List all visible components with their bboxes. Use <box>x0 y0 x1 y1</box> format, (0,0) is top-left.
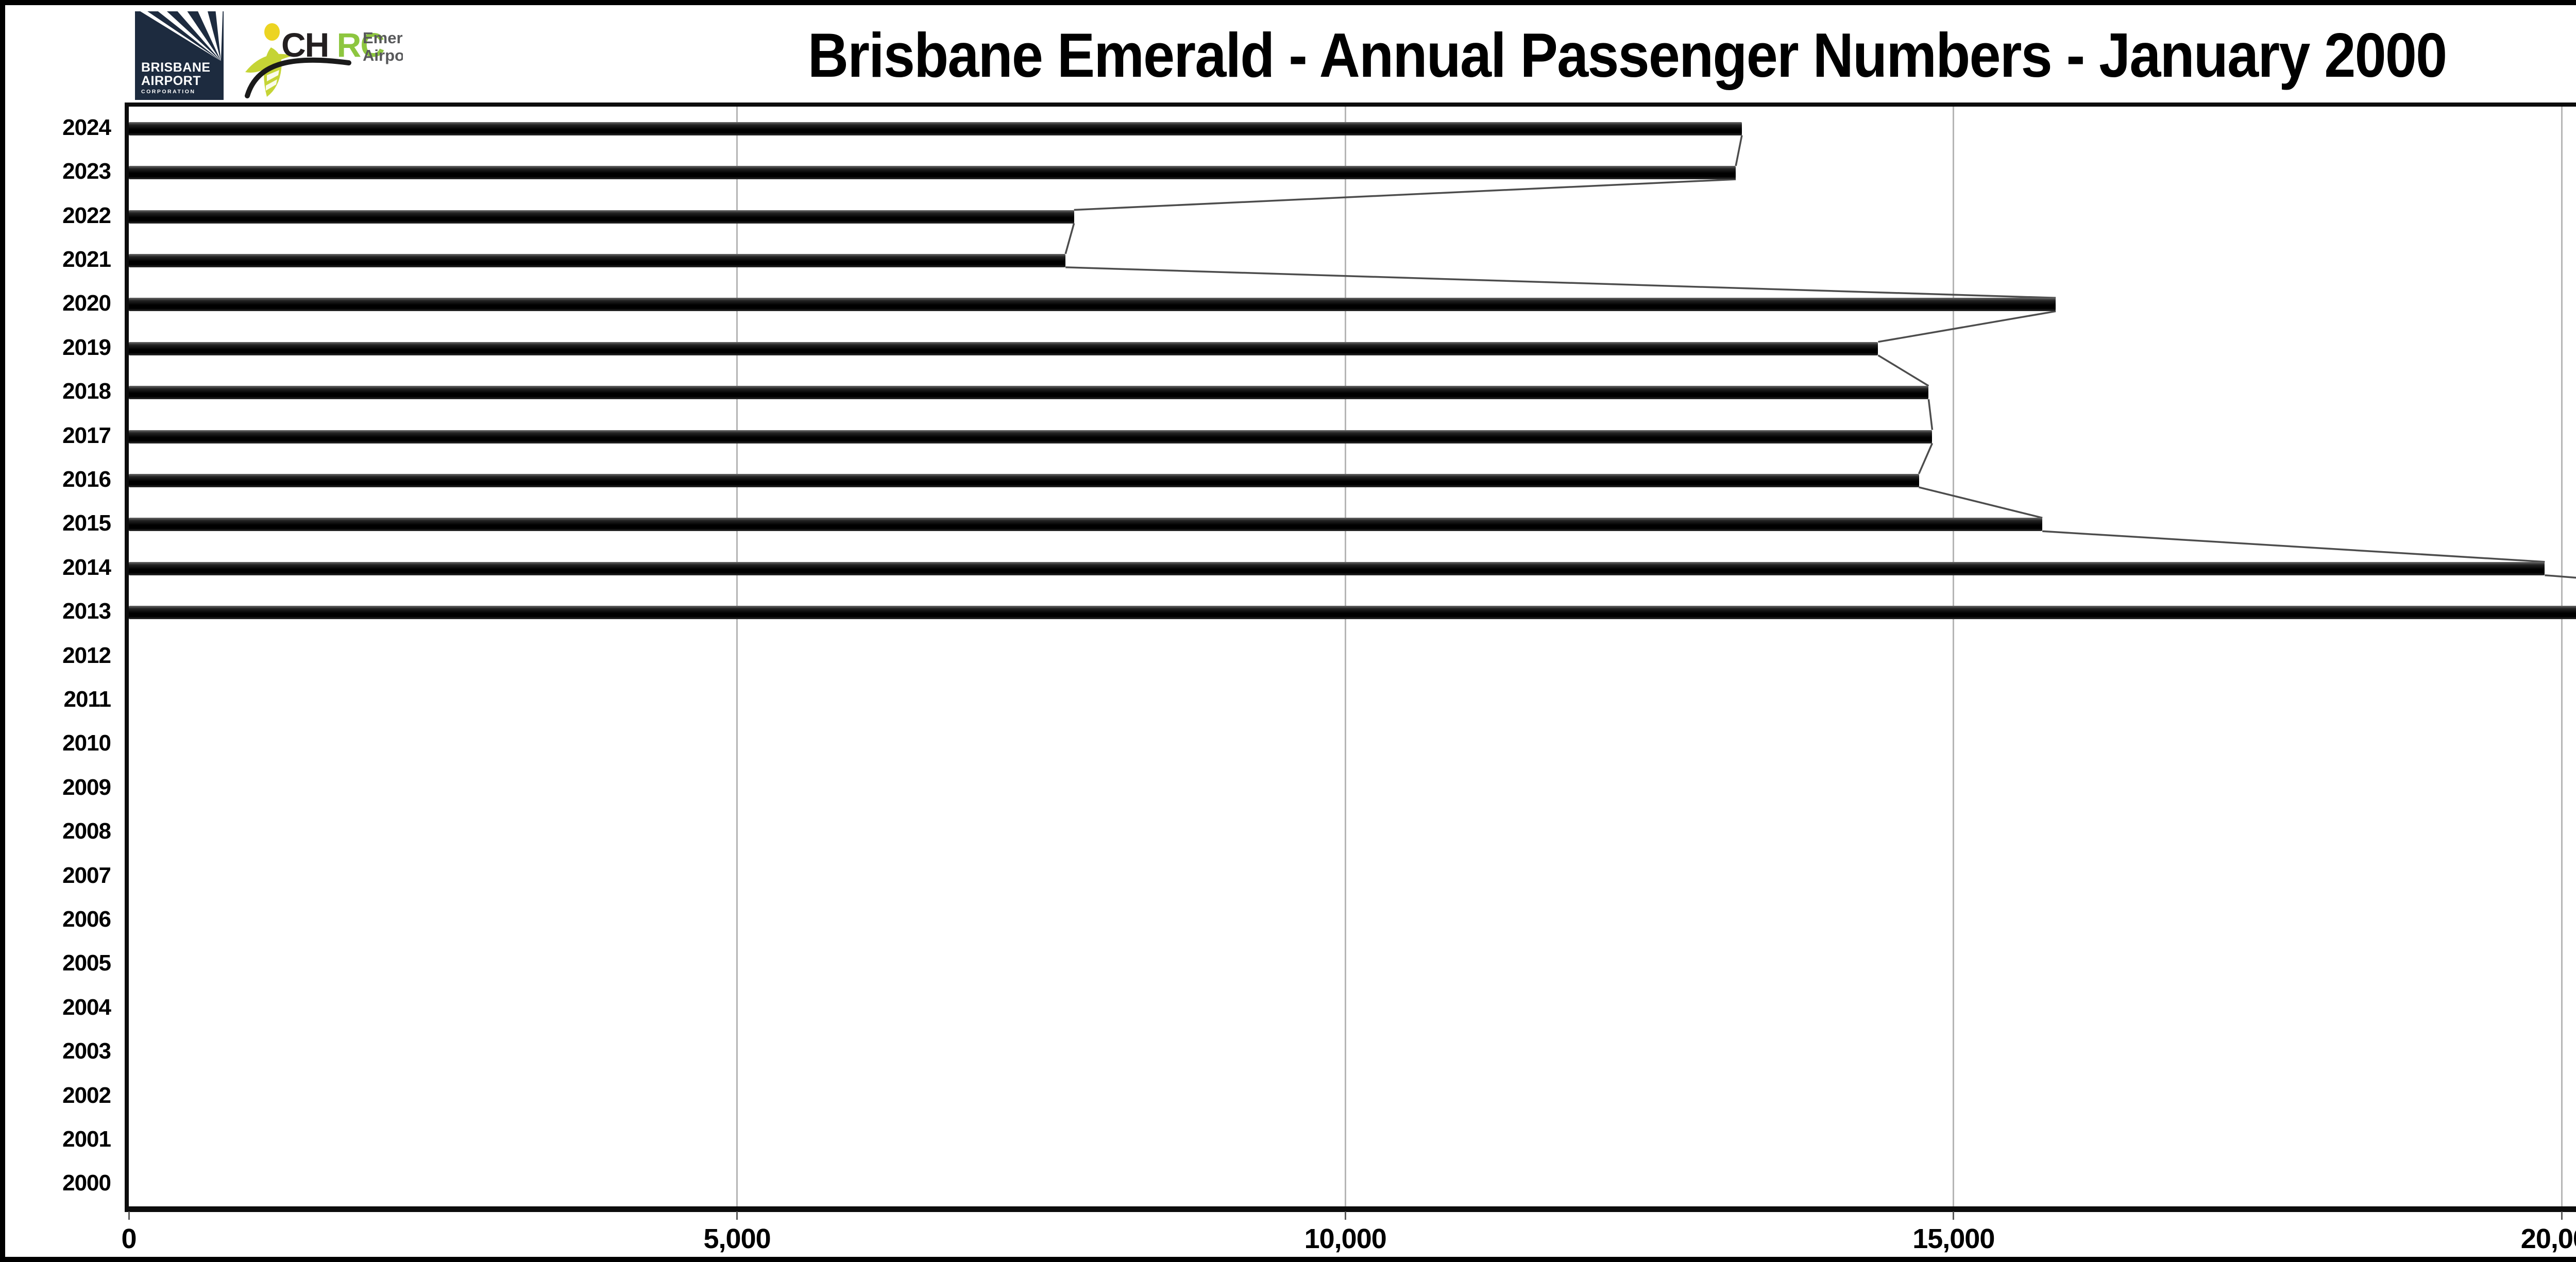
y-axis-label-2015: 2015 <box>62 510 111 536</box>
bar-2014 <box>129 561 2545 575</box>
bar-2013 <box>129 606 2576 620</box>
x-axis-label-10000: 10,000 <box>1304 1223 1387 1254</box>
y-axis-label-2007: 2007 <box>62 862 111 888</box>
bar-2021 <box>129 253 1066 267</box>
y-axis-label-2011: 2011 <box>63 686 111 712</box>
series-line-2023-2022 <box>1074 178 1736 211</box>
gridline-20000 <box>2561 107 2563 1206</box>
y-axis-label-2017: 2017 <box>62 422 111 448</box>
chrc-name-line2: Airport <box>363 46 403 64</box>
bar-2016 <box>129 473 1919 487</box>
series-line-2019-2018 <box>1877 354 1929 387</box>
y-axis-label-2000: 2000 <box>62 1170 111 1196</box>
series-line-2022-2021 <box>1064 223 1075 254</box>
x-axis-label-5000: 5,000 <box>703 1223 771 1254</box>
bar-2022 <box>129 210 1074 224</box>
y-axis-label-2002: 2002 <box>62 1082 111 1108</box>
bac-line1: BRISBANE <box>141 60 211 75</box>
x-axis-tick-15000 <box>1953 1212 1955 1220</box>
y-axis-label-2018: 2018 <box>62 379 111 404</box>
header: Brisbane Emerald - Annual Passenger Numb… <box>464 11 2576 99</box>
bar-2017 <box>129 430 1933 444</box>
svg-text:CH RC: CH RC <box>281 26 384 64</box>
y-axis-label-2023: 2023 <box>62 159 111 184</box>
bar-2015 <box>129 518 2043 532</box>
page-title: Brisbane Emerald - Annual Passenger Numb… <box>808 20 2448 90</box>
y-axis-label-2013: 2013 <box>62 599 111 624</box>
y-axis-label-2024: 2024 <box>62 114 111 140</box>
y-axis-label-2012: 2012 <box>62 642 111 668</box>
bac-logo-text: BRISBANE AIRPORT CORPORATION <box>141 61 211 95</box>
y-axis-label-2001: 2001 <box>62 1126 111 1152</box>
gridline-10000 <box>1344 107 1346 1206</box>
chrc-name-line1: Emerald <box>363 29 403 47</box>
y-axis-label-2009: 2009 <box>62 774 111 800</box>
series-line-2020-2019 <box>1878 310 2056 343</box>
series-line-2024-2023 <box>1735 135 1743 166</box>
y-axis-label-2005: 2005 <box>62 950 111 976</box>
x-axis-label-15000: 15,000 <box>1912 1223 1995 1254</box>
y-axis-label-2014: 2014 <box>62 554 111 580</box>
y-axis-label-2003: 2003 <box>62 1038 111 1064</box>
series-line-2018-2017 <box>1927 399 1934 430</box>
bar-2020 <box>129 298 2056 312</box>
x-axis-tick-10000 <box>1344 1212 1346 1220</box>
bac-line2: AIRPORT <box>141 73 201 88</box>
gridline-15000 <box>1953 107 1955 1206</box>
x-axis-label-20000: 20,000 <box>2520 1223 2576 1254</box>
y-axis-label-2016: 2016 <box>62 466 111 492</box>
bar-2024 <box>129 122 1742 135</box>
y-axis-label-2010: 2010 <box>62 730 111 756</box>
chrc-suffix: RC <box>337 26 384 64</box>
y-axis-label-2022: 2022 <box>62 202 111 228</box>
y-axis-label-2008: 2008 <box>62 818 111 844</box>
series-line-2016-2015 <box>1919 486 2043 519</box>
y-axis-label-2006: 2006 <box>62 906 111 932</box>
x-axis-tick-0 <box>128 1212 130 1220</box>
bac-line3: CORPORATION <box>141 89 196 95</box>
y-axis-label-2020: 2020 <box>62 291 111 316</box>
chrc-figure-icon: CH RC Emerald Airport <box>245 23 426 98</box>
bar-2019 <box>129 342 1878 355</box>
x-axis-tick-20000 <box>2561 1212 2563 1220</box>
y-axis-label-2019: 2019 <box>62 334 111 360</box>
x-axis-tick-5000 <box>736 1212 738 1220</box>
plot-area <box>125 103 2576 1212</box>
x-axis-label-0: 0 <box>121 1223 137 1254</box>
y-axis-label-2021: 2021 <box>62 246 111 272</box>
brisbane-airport-logo: BRISBANE AIRPORT CORPORATION <box>135 11 224 100</box>
chrc-prefix: CH <box>281 26 328 64</box>
gridline-5000 <box>736 107 738 1206</box>
bac-rays-icon <box>140 11 223 61</box>
series-line-2017-2016 <box>1918 442 1934 474</box>
y-axis-label-2004: 2004 <box>62 994 111 1020</box>
chrc-emerald-airport-logo: CH RC Emerald Airport <box>243 9 426 101</box>
series-line-2021-2020 <box>1065 266 2056 299</box>
series-line-2015-2014 <box>2042 530 2545 563</box>
bar-2018 <box>129 386 1929 400</box>
bar-2023 <box>129 166 1736 180</box>
